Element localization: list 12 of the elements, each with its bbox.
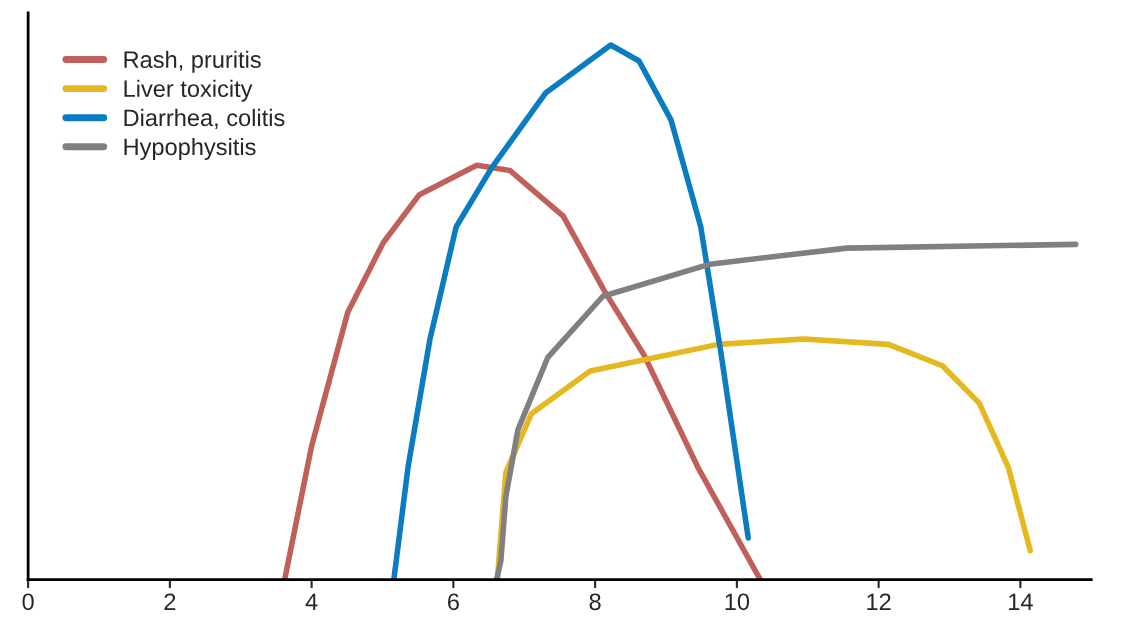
legend-label: Diarrhea, colitis xyxy=(124,108,285,129)
legend-label: Liver toxicity xyxy=(124,79,253,102)
x-tick-label: 4 xyxy=(305,593,318,610)
x-tick-label: 10 xyxy=(725,593,750,611)
x-tick-label: 12 xyxy=(867,593,891,610)
x-tick-label: 14 xyxy=(1009,593,1033,610)
legend-label: Rash, pruritis xyxy=(124,50,261,73)
x-tick-label: 8 xyxy=(589,593,601,611)
legend-label: Hypophysitis xyxy=(124,137,256,160)
x-tick-label: 0 xyxy=(22,593,34,611)
x-tick-label: 6 xyxy=(448,593,459,611)
x-tick-label: 2 xyxy=(164,593,176,610)
